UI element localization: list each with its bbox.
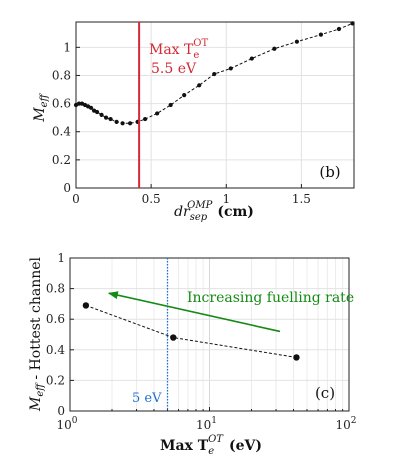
panel-b-grid xyxy=(75,22,354,189)
data-point xyxy=(294,39,299,44)
x-tick-label: 1.5 xyxy=(292,192,311,206)
data-point xyxy=(272,46,277,51)
x-tick-label: 101 xyxy=(196,416,217,432)
data-point xyxy=(168,102,173,108)
y-tick-label: 0 xyxy=(63,181,71,195)
x-tick-label: 1 xyxy=(222,192,230,206)
y-tick-label: 0.4 xyxy=(52,125,71,139)
panel-b-ticks: 0 0.5 1 1.5 0 0.2 0.4 0.6 0.8 1 xyxy=(52,40,311,206)
data-point xyxy=(249,56,254,61)
data-point xyxy=(114,119,119,124)
data-point xyxy=(318,32,324,37)
y-tick-label: 0.2 xyxy=(46,373,65,387)
data-point xyxy=(182,93,187,98)
panel-b-annotation-line1: Max TeOT xyxy=(149,38,208,61)
data-point xyxy=(99,112,104,117)
panel-c-ticks: 100 101 102 0 0.2 0.4 0.6 0.8 1 xyxy=(46,251,357,432)
panel-b-annotation-line2: 5.5 eV xyxy=(151,61,197,77)
y-tick-label: 0.4 xyxy=(46,343,65,357)
panel-b-label: (b) xyxy=(319,163,340,181)
x-tick-label: 0 xyxy=(72,192,80,206)
data-point xyxy=(350,21,355,26)
panel-b-series xyxy=(73,21,355,126)
x-tick-label: 102 xyxy=(335,416,356,432)
data-point xyxy=(76,101,82,106)
panel-c-xlabel: Max TeOT (eV) xyxy=(160,434,262,457)
panel-c-vline-label: 5 eV xyxy=(132,391,162,406)
panel-b-ylabel: Meff xyxy=(32,92,50,122)
data-point xyxy=(94,109,100,115)
panel-b-xlabel: drsepOMP (cm) xyxy=(174,200,254,223)
data-point xyxy=(170,334,177,341)
panel-c-series xyxy=(82,302,300,361)
y-tick-label: 0.8 xyxy=(52,68,71,82)
data-point xyxy=(82,302,90,309)
y-tick-label: 0 xyxy=(57,404,65,418)
y-tick-label: 0.8 xyxy=(46,282,65,296)
panel-c-grid xyxy=(70,257,349,412)
data-point xyxy=(103,115,109,120)
panel-c: 100 101 102 0 0.2 0.4 0.6 0.8 1 Increasing fuell… xyxy=(28,251,357,457)
data-point xyxy=(143,116,148,122)
y-tick-label: 0.2 xyxy=(52,153,71,167)
series-line xyxy=(75,22,353,124)
data-point xyxy=(155,111,160,116)
data-point xyxy=(197,83,202,88)
panel-c-green-arrow xyxy=(107,291,281,333)
panel-c-arrow-label: Increasing fuelling rate xyxy=(187,290,354,306)
y-tick-label: 1 xyxy=(57,251,65,265)
y-tick-label: 0.6 xyxy=(52,97,71,111)
data-point xyxy=(293,354,300,361)
panel-c-label: (c) xyxy=(315,384,335,402)
x-tick-label: 0.5 xyxy=(142,192,161,206)
data-point xyxy=(336,26,342,32)
y-tick-label: 0.6 xyxy=(46,312,65,326)
y-tick-label: 1 xyxy=(63,40,71,54)
panel-c-ylabel: Meff- Hottest channel xyxy=(28,256,46,411)
data-point xyxy=(120,121,125,126)
data-point xyxy=(108,116,113,122)
x-tick-label: 100 xyxy=(56,416,77,432)
data-point xyxy=(88,105,94,110)
data-point xyxy=(127,121,133,126)
panel-b: 0 0.5 1 1.5 0 0.2 0.4 0.6 0.8 1 Max TeOT 5.5 eV (… xyxy=(32,21,355,223)
data-point xyxy=(212,71,217,77)
data-point xyxy=(228,66,233,71)
series-line xyxy=(85,304,297,358)
